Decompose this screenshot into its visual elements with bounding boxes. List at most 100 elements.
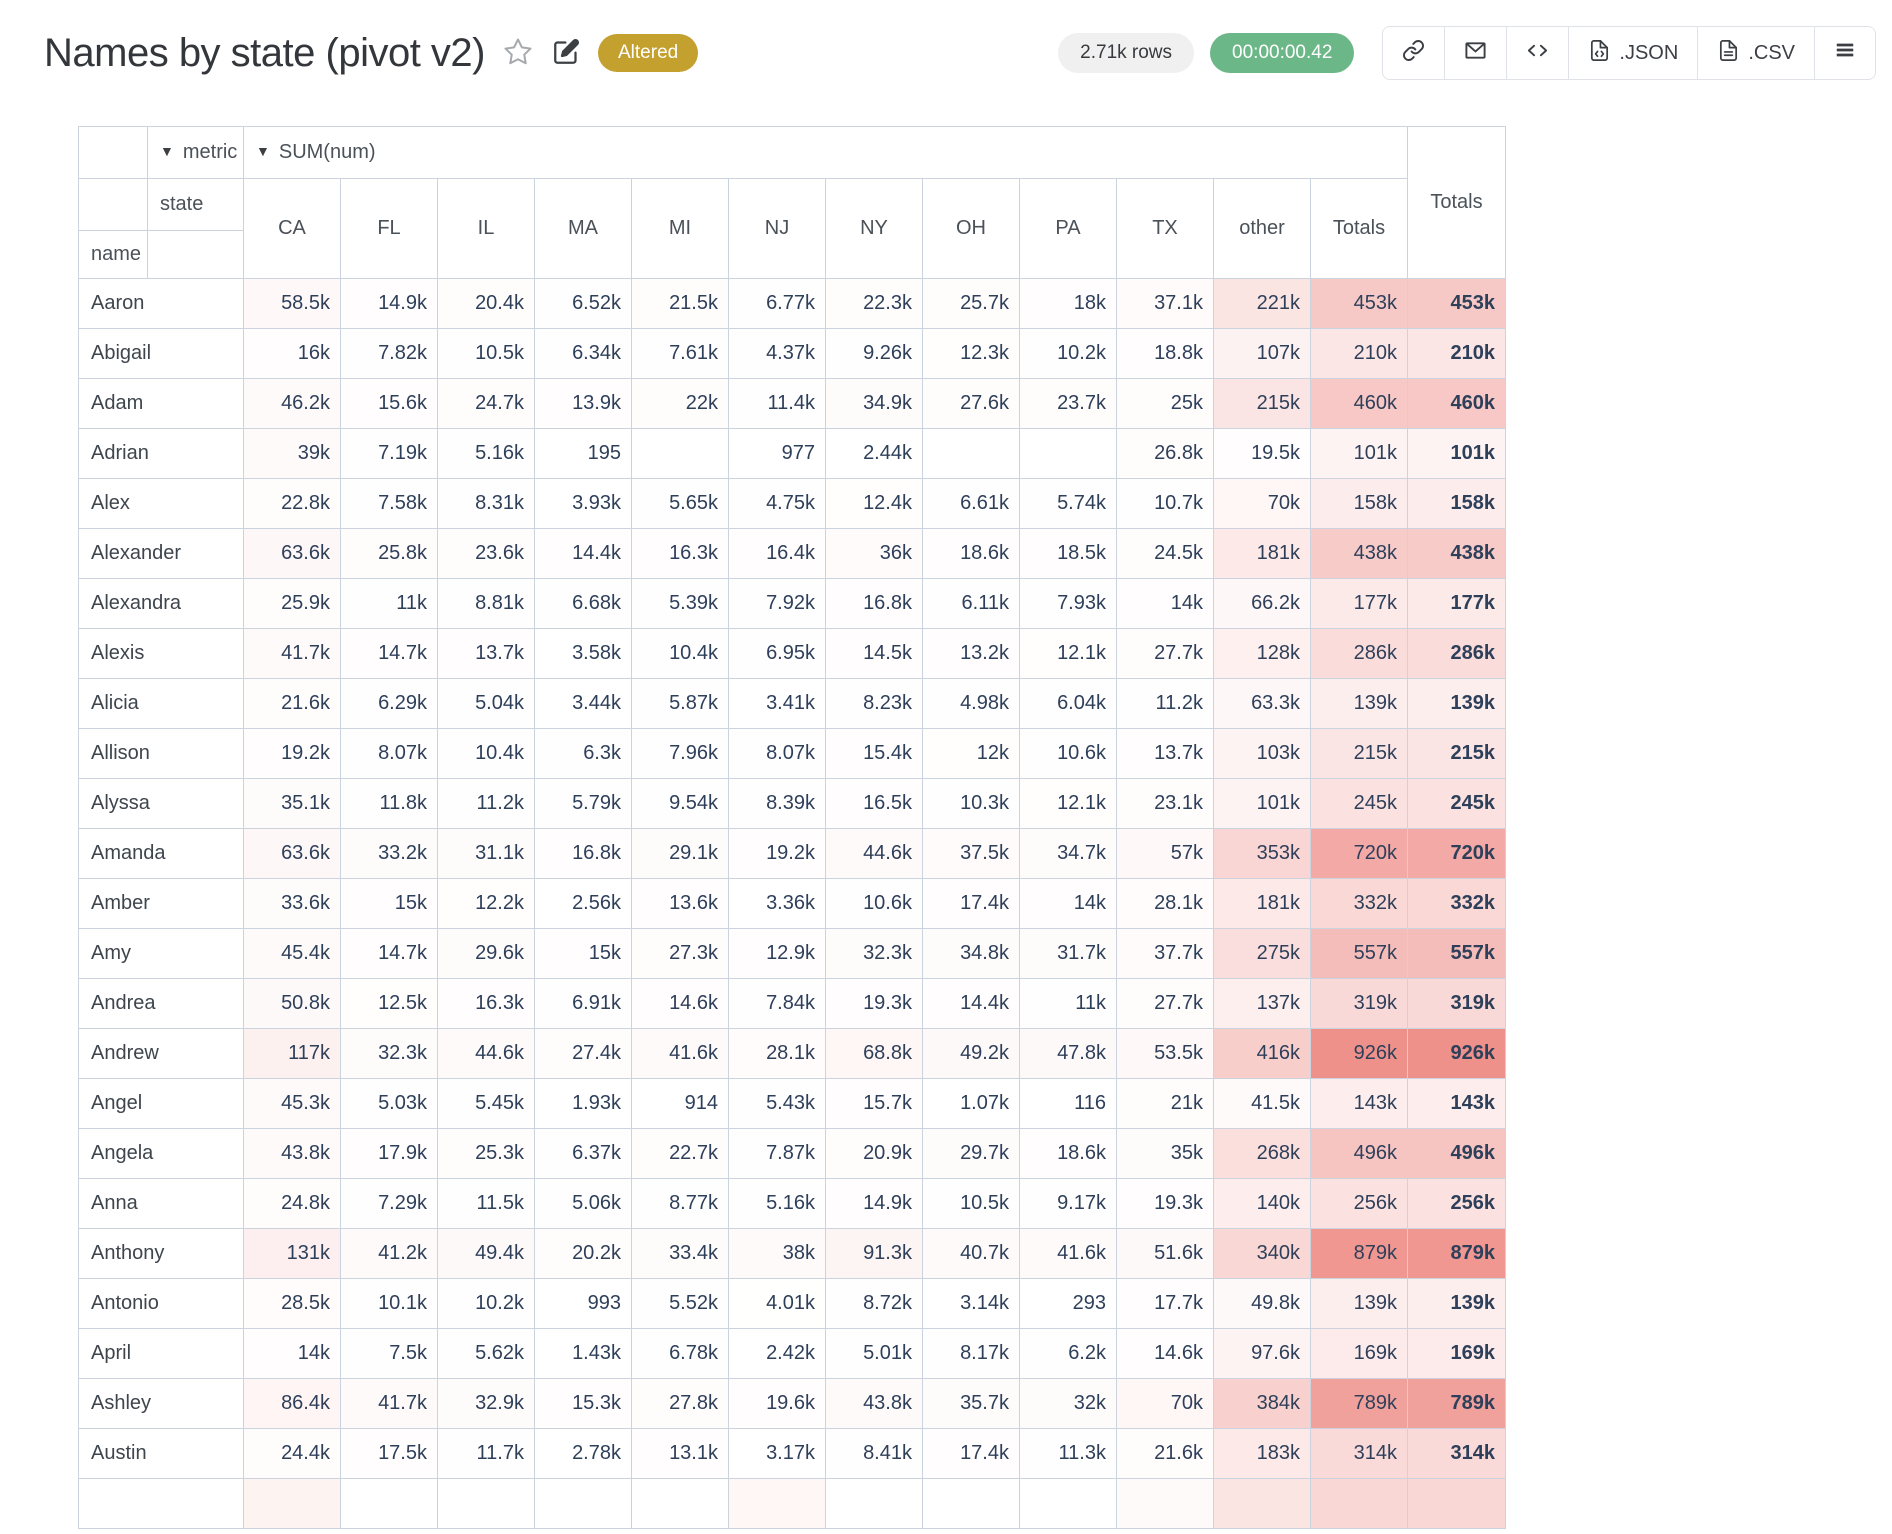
value-cell: 44.6k [437, 1028, 535, 1079]
value-cell: 9.26k [825, 328, 923, 379]
table-row: Alicia 21.6k 6.29k 5.04k 3.44k 5.87k 3.41k 8.23… [78, 678, 1506, 729]
value-cell: 33.2k [340, 828, 438, 879]
metric-dimension-header: ▼ metric [147, 126, 244, 179]
table-row: Alyssa 35.1k 11.8k 11.2k 5.79k 9.54k 8.39k 16.5… [78, 778, 1506, 829]
value-cell: 158k [1310, 478, 1408, 529]
star-icon [503, 37, 533, 70]
table-row: Anthony 131k 41.2k 49.4k 20.2k 33.4k 38k 91.3k 4… [78, 1228, 1506, 1279]
page-title: Names by state (pivot v2) [44, 30, 486, 75]
value-cell: 12k [922, 728, 1020, 779]
copy-link-button[interactable] [1383, 27, 1446, 79]
more-options-button[interactable] [1815, 27, 1875, 79]
value-cell: 20.2k [534, 1228, 632, 1279]
value-cell: 21.6k [1116, 1428, 1214, 1479]
value-cell: 41.2k [340, 1228, 438, 1279]
value-cell: 10.4k [437, 728, 535, 779]
export-csv-label: .CSV [1748, 41, 1795, 64]
value-cell: 4.01k [728, 1278, 826, 1329]
value-cell: 46.2k [243, 378, 341, 429]
edit-properties-button[interactable] [551, 36, 582, 70]
value-cell: 10.6k [1019, 728, 1117, 779]
value-cell: 20.9k [825, 1128, 923, 1179]
value-cell: 28.1k [1116, 878, 1214, 929]
value-cell: 14.9k [825, 1178, 923, 1229]
value-cell: 293 [1019, 1278, 1117, 1329]
value-cell: 91.3k [825, 1228, 923, 1279]
table-row: Ashley 86.4k 41.7k 32.9k 15.3k 27.8k 19.6k 43.8… [78, 1378, 1506, 1429]
email-button[interactable] [1445, 27, 1508, 79]
row-total-cell: 169k [1407, 1328, 1506, 1379]
metric-value-header: ▼ SUM(num) [243, 126, 1408, 179]
code-icon [1526, 39, 1549, 68]
value-cell: 19.2k [243, 728, 341, 779]
value-cell: 14k [243, 1328, 341, 1379]
value-cell: 5.43k [728, 1078, 826, 1129]
value-cell: 10.2k [437, 1278, 535, 1329]
table-row: Angel 45.3k 5.03k 5.45k 1.93k 914 5.43k 15.7k 1.… [78, 1078, 1506, 1129]
value-cell: 14k [1019, 878, 1117, 929]
value-cell: 11k [340, 578, 438, 629]
embed-code-button[interactable] [1507, 27, 1570, 79]
value-cell: 13.7k [437, 628, 535, 679]
table-row: Allison 19.2k 8.07k 10.4k 6.3k 7.96k 8.07k 15.4… [78, 728, 1506, 779]
value-cell: 18.6k [1019, 1128, 1117, 1179]
value-cell: 169k [1310, 1328, 1408, 1379]
value-cell: 11.5k [437, 1178, 535, 1229]
value-cell: 2.56k [534, 878, 632, 929]
row-label: Aaron [78, 278, 244, 329]
value-cell: 5.52k [631, 1278, 729, 1329]
value-cell: 22.8k [243, 478, 341, 529]
value-cell: 16.8k [825, 578, 923, 629]
value-cell: 7.5k [340, 1328, 438, 1379]
row-label: Adrian [78, 428, 244, 479]
export-csv-button[interactable]: .CSV [1698, 27, 1815, 79]
value-cell: 6.34k [534, 328, 632, 379]
value-cell: 7.29k [340, 1178, 438, 1229]
value-cell: 15k [534, 928, 632, 979]
row-total-cell: 210k [1407, 328, 1506, 379]
value-cell: 181k [1213, 878, 1311, 929]
value-cell: 28.5k [243, 1278, 341, 1329]
value-cell: 21k [1116, 1078, 1214, 1129]
value-cell: 15.7k [825, 1078, 923, 1129]
value-cell: 11.4k [728, 378, 826, 429]
row-total-cell: 879k [1407, 1228, 1506, 1279]
state-dimension-header: state [147, 178, 244, 231]
table-row: Alex 22.8k 7.58k 8.31k 3.93k 5.65k 4.75k 12.4k 6… [78, 478, 1506, 529]
export-json-button[interactable]: .JSON [1569, 27, 1699, 79]
value-cell: 11.7k [437, 1428, 535, 1479]
value-cell: 32.3k [825, 928, 923, 979]
value-cell: 23.1k [1116, 778, 1214, 829]
column-header-ca: CA [243, 178, 341, 279]
value-cell: 221k [1213, 278, 1311, 329]
row-label: Alexis [78, 628, 244, 679]
value-cell: 12.2k [437, 878, 535, 929]
empty-cell [147, 230, 244, 279]
value-cell: 11.2k [437, 778, 535, 829]
column-header-il: IL [437, 178, 535, 279]
value-cell: 27.7k [1116, 628, 1214, 679]
value-cell: 14.7k [340, 628, 438, 679]
value-cell: 496k [1310, 1128, 1408, 1179]
value-cell [631, 428, 729, 479]
value-cell: 29.6k [437, 928, 535, 979]
value-cell: 3.36k [728, 878, 826, 929]
row-total-cell: 139k [1407, 678, 1506, 729]
caret-down-icon: ▼ [256, 143, 270, 159]
value-cell: 139k [1310, 678, 1408, 729]
value-cell: 7.93k [1019, 578, 1117, 629]
table-row: Austin 24.4k 17.5k 11.7k 2.78k 13.1k 3.17k 8.41… [78, 1428, 1506, 1479]
value-cell: 43.8k [243, 1128, 341, 1179]
altered-badge[interactable]: Altered [598, 34, 699, 72]
value-cell: 35.1k [243, 778, 341, 829]
value-cell: 6.2k [1019, 1328, 1117, 1379]
value-cell: 50.8k [243, 978, 341, 1029]
value-cell: 49.2k [922, 1028, 1020, 1079]
row-label: Ashley [78, 1378, 244, 1429]
row-label [78, 1478, 244, 1529]
value-cell: 31.1k [437, 828, 535, 879]
value-cell: 8.31k [437, 478, 535, 529]
column-header-pa: PA [1019, 178, 1117, 279]
value-cell: 384k [1213, 1378, 1311, 1429]
favorite-star-button[interactable] [501, 35, 535, 72]
